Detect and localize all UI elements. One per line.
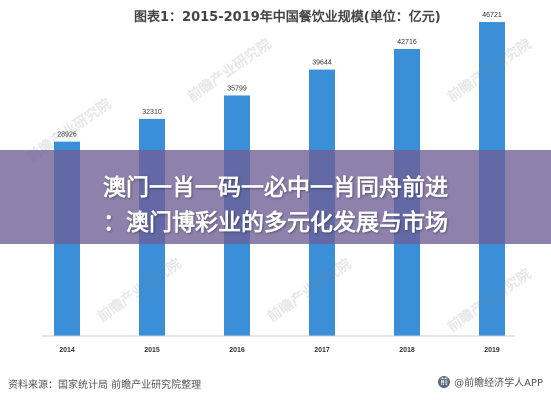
chart-title: 图表1：2015-2019年中国餐饮业规模(单位：亿元)	[134, 10, 441, 25]
value-label-2018: 42716	[397, 39, 417, 46]
x-tick-2014: 2014	[59, 347, 75, 354]
value-label-2019: 46721	[482, 12, 502, 19]
x-tick-2015: 2015	[144, 347, 160, 354]
value-label-2014: 28926	[57, 132, 77, 139]
x-tick-2019: 2019	[484, 347, 500, 354]
brand-text: @前瞻经济学人APP	[454, 378, 543, 389]
value-label-2016: 35799	[227, 85, 247, 92]
x-tick-2018: 2018	[399, 347, 415, 354]
value-label-2015: 32310	[142, 109, 162, 116]
source-note: 资料来源：国家统计局 前瞻产业研究院整理	[8, 380, 202, 391]
x-tick-2016: 2016	[229, 347, 245, 354]
brand-logo-icon: 前	[438, 375, 451, 388]
banner-overlay	[0, 150, 551, 244]
brand-credit: 前 @前瞻经济学人APP	[438, 374, 543, 389]
banner-headline-line2: ：澳门博彩业的多元化发展与市场	[103, 210, 448, 236]
banner-headline-line1: 澳门一肖一码一必中一肖同舟前进	[103, 175, 448, 201]
value-label-2017: 39644	[312, 60, 332, 67]
x-tick-2017: 2017	[314, 347, 330, 354]
